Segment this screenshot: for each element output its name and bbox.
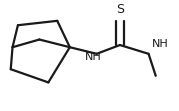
Text: S: S bbox=[116, 3, 124, 16]
Text: NH: NH bbox=[152, 39, 169, 49]
Text: NH: NH bbox=[85, 52, 101, 62]
